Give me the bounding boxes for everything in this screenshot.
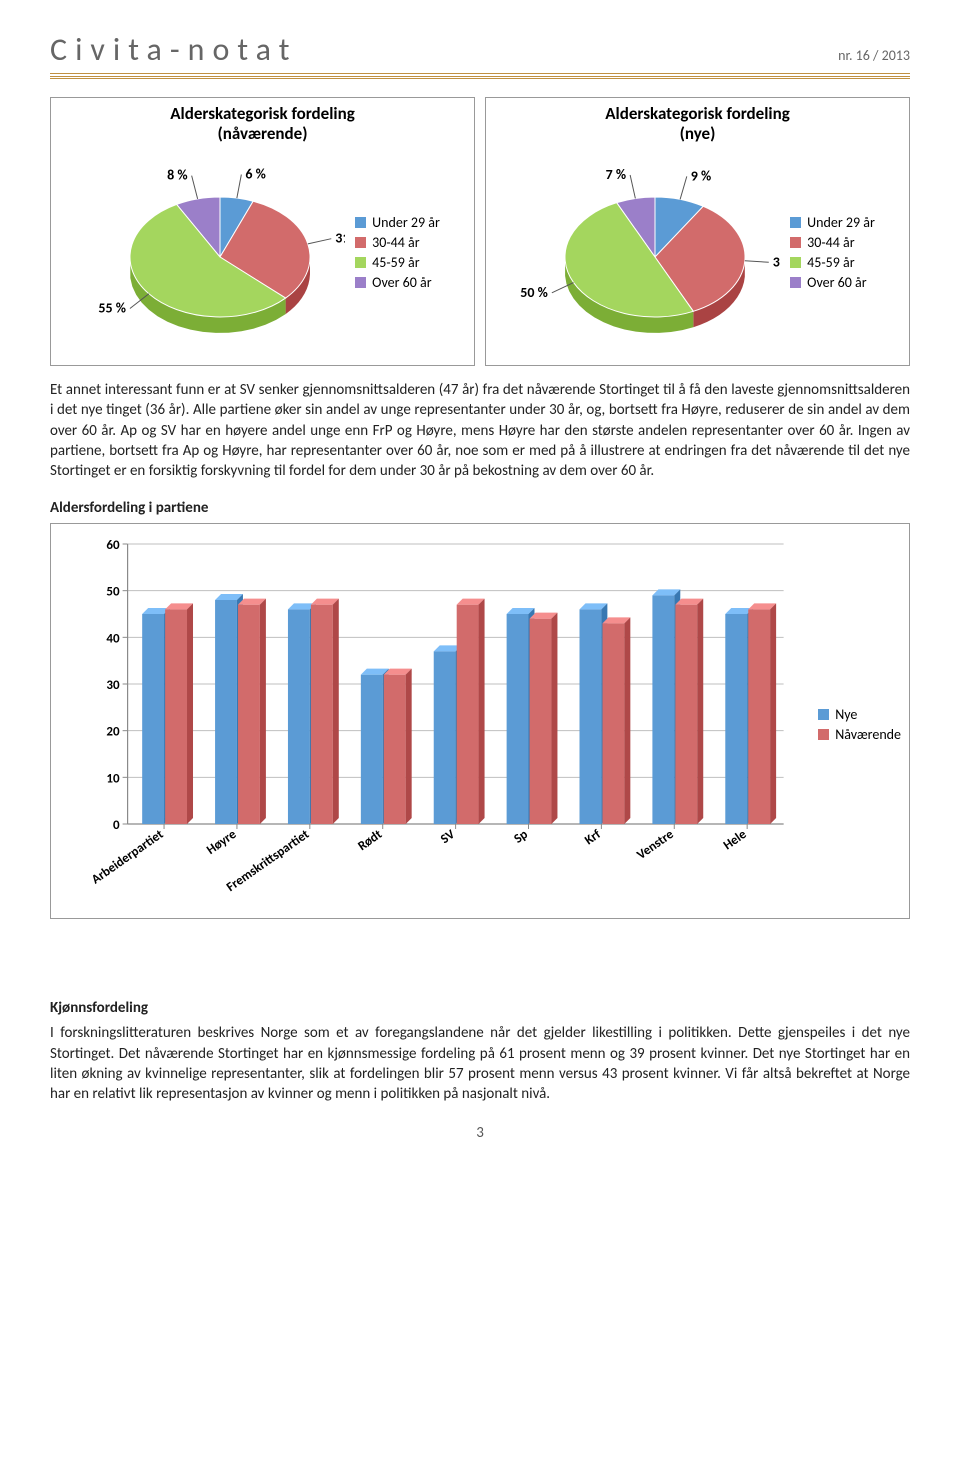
svg-text:50: 50 — [106, 585, 120, 600]
svg-text:34 %: 34 % — [773, 253, 780, 270]
legend-label: Nåværende — [835, 726, 901, 743]
pie-right-svg: 7 % 9 % 34 % 50 % — [520, 147, 780, 357]
svg-text:60: 60 — [106, 538, 120, 553]
svg-text:30: 30 — [106, 678, 120, 693]
pie-title-line1: Alderskategorisk fordeling — [170, 103, 355, 124]
heading-age-distribution: Aldersfordeling i partiene — [50, 499, 910, 517]
legend-swatch — [790, 217, 801, 228]
svg-text:10: 10 — [106, 772, 120, 787]
legend-label: Over 60 år — [372, 274, 431, 291]
svg-text:7 %: 7 % — [606, 166, 626, 183]
pie-title-line2: (nåværende) — [217, 123, 307, 144]
svg-text:Rødt: Rødt — [355, 827, 385, 854]
legend-label: 45-59 år — [372, 254, 419, 271]
pie-left-legend: Under 29 år 30-44 år 45-59 år Over 60 år — [355, 211, 440, 294]
legend-label: Under 29 år — [372, 214, 440, 231]
svg-text:Sp: Sp — [511, 827, 530, 847]
svg-text:40: 40 — [106, 632, 120, 647]
bar-chart-box: 0102030405060ArbeiderpartietHøyreFremskr… — [50, 523, 910, 919]
pie-title-line1: Alderskategorisk fordeling — [605, 103, 790, 124]
svg-text:8 %: 8 % — [167, 167, 187, 184]
bar-legend: Nye Nåværende — [818, 703, 901, 746]
legend-label: Under 29 år — [807, 214, 875, 231]
svg-text:Høyre: Høyre — [204, 827, 239, 858]
svg-text:Krf: Krf — [582, 827, 604, 849]
svg-text:20: 20 — [106, 725, 120, 740]
pie-chart-current: Alderskategorisk fordeling (nåværende) 8… — [50, 97, 475, 366]
svg-text:Hele: Hele — [721, 827, 750, 854]
legend-swatch — [818, 709, 829, 720]
legend-label: 30-44 år — [807, 234, 854, 251]
legend-swatch — [355, 237, 366, 248]
pie-title-line2: (nye) — [680, 123, 716, 144]
svg-text:Arbeiderpartiet: Arbeiderpartiet — [89, 827, 167, 888]
legend-swatch — [355, 217, 366, 228]
legend-swatch — [355, 257, 366, 268]
svg-text:Venstre: Venstre — [634, 827, 677, 863]
paragraph-1: Et annet interessant funn er at SV senke… — [50, 380, 910, 481]
legend-swatch — [790, 277, 801, 288]
heading-gender: Kjønnsfordeling — [50, 999, 910, 1017]
pie-chart-new: Alderskategorisk fordeling (nye) 7 % 9 % 3… — [485, 97, 910, 366]
svg-text:0: 0 — [113, 818, 120, 833]
bar-chart-svg: 0102030405060ArbeiderpartietHøyreFremskr… — [59, 534, 808, 914]
svg-text:55 %: 55 % — [99, 300, 127, 317]
page-number: 3 — [50, 1124, 910, 1142]
svg-text:9 %: 9 % — [691, 167, 711, 184]
paragraph-2: I forskningslitteraturen beskrives Norge… — [50, 1023, 910, 1104]
svg-text:31 %: 31 % — [335, 230, 345, 247]
legend-label: 45-59 år — [807, 254, 854, 271]
legend-label: 30-44 år — [372, 234, 419, 251]
page-title: Civita-notat — [50, 30, 297, 69]
legend-swatch — [790, 257, 801, 268]
svg-text:50 %: 50 % — [520, 284, 548, 301]
legend-swatch — [818, 729, 829, 740]
header-rule — [50, 73, 910, 79]
svg-text:6 %: 6 % — [246, 166, 266, 183]
issue-number: nr. 16 / 2013 — [838, 47, 910, 64]
legend-swatch — [790, 237, 801, 248]
pie-left-svg: 8 % 6 % 31 % 55 % — [85, 147, 345, 357]
legend-label: Over 60 år — [807, 274, 866, 291]
legend-swatch — [355, 277, 366, 288]
svg-text:SV: SV — [438, 827, 458, 847]
pie-right-legend: Under 29 år 30-44 år 45-59 år Over 60 år — [790, 211, 875, 294]
legend-label: Nye — [835, 706, 857, 723]
